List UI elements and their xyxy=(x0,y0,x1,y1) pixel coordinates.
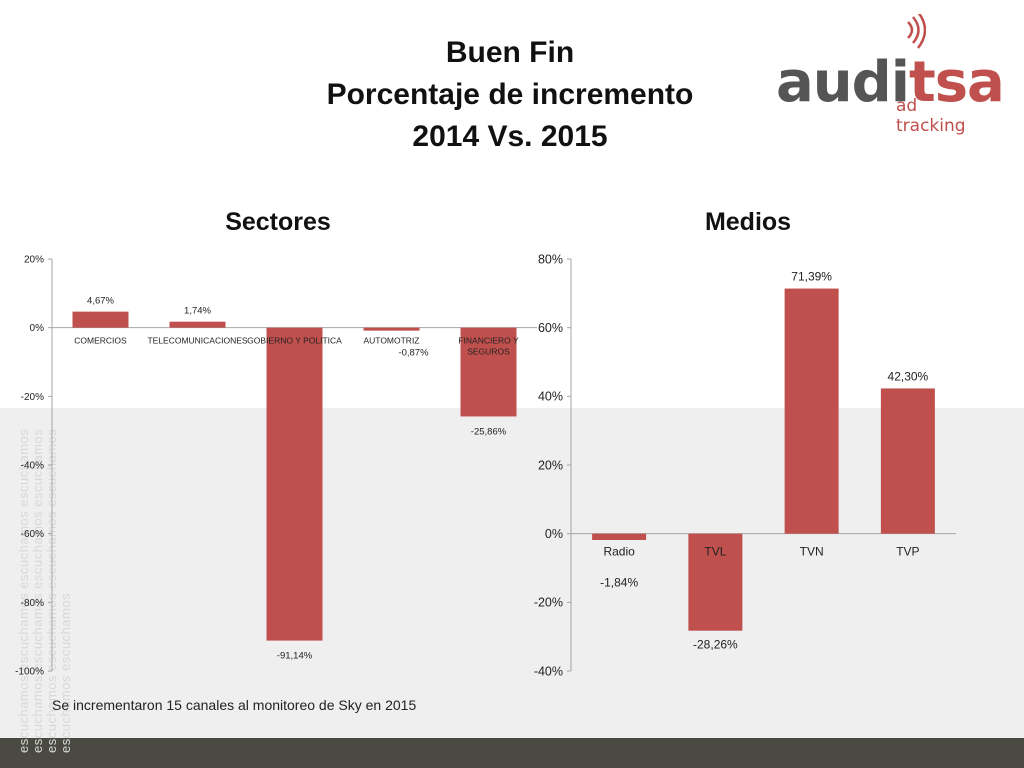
category-label: GOBIERNO Y POLITICA xyxy=(247,336,342,346)
logo-tagline: ad tracking xyxy=(896,96,966,136)
chart-title-sectores: Sectores xyxy=(225,208,331,236)
bar-3 xyxy=(784,288,839,534)
y-tick-label: -20% xyxy=(534,596,563,610)
category-label: COMERCIOS xyxy=(74,336,127,346)
y-tick-label: 20% xyxy=(538,458,563,472)
y-tick-label: 60% xyxy=(538,321,563,335)
category-label: FINANCIERO Y SEGUROS xyxy=(458,336,519,357)
data-label: -0,87% xyxy=(398,348,429,359)
bar-5 xyxy=(460,327,517,417)
logo-wordmark: auditsa xyxy=(776,50,1005,115)
y-tick-label: -80% xyxy=(21,598,44,609)
category-label: TVN xyxy=(800,545,824,559)
data-label: 1,74% xyxy=(184,306,211,317)
category-label: AUTOMOTRIZ xyxy=(363,336,419,346)
data-label: -28,26% xyxy=(693,638,738,652)
y-tick-label: -20% xyxy=(21,392,44,403)
chart-title-medios: Medios xyxy=(704,208,792,236)
bar-1 xyxy=(72,311,129,328)
bar-1 xyxy=(592,533,647,540)
category-label: TVL xyxy=(704,545,726,559)
y-tick-label: -100% xyxy=(15,667,44,678)
bar-2 xyxy=(688,533,743,631)
category-label: Radio xyxy=(603,545,635,559)
main-title-line-1: Buen Fin xyxy=(445,36,575,69)
data-label: 71,39% xyxy=(791,270,832,284)
data-label: 4,67% xyxy=(87,296,114,307)
main-title: Buen Fin Porcentaje de incremento 2014 V… xyxy=(260,32,760,158)
y-tick-label: -40% xyxy=(21,461,44,472)
footer-band xyxy=(0,738,1024,768)
auditsa-logo: auditsa ad tracking xyxy=(770,14,1005,136)
bar-2 xyxy=(169,321,226,328)
signal-waves-icon xyxy=(907,14,926,49)
y-tick-label: 40% xyxy=(538,390,563,404)
data-label: -1,84% xyxy=(600,576,638,590)
category-label: TELECOMUNICACIONES xyxy=(147,336,247,346)
y-tick-label: -40% xyxy=(534,664,563,678)
y-tick-label: 80% xyxy=(538,252,563,266)
data-label: -25,86% xyxy=(471,426,507,437)
main-title-line-3: 2014 Vs. 2015 xyxy=(412,120,608,153)
y-tick-label: -60% xyxy=(21,529,44,540)
data-label: -91,14% xyxy=(277,651,313,662)
bar-4 xyxy=(363,327,420,331)
bar-4 xyxy=(880,388,935,534)
bar-3 xyxy=(266,327,323,641)
y-tick-label: 0% xyxy=(30,323,45,334)
data-label: 42,30% xyxy=(888,369,929,383)
y-tick-label: 0% xyxy=(545,527,563,541)
y-tick-label: 20% xyxy=(24,255,44,266)
category-label: TVP xyxy=(896,545,919,559)
background-gray-band xyxy=(0,408,1024,738)
main-title-line-2: Porcentaje de incremento xyxy=(326,78,694,111)
footnote: Se incrementaron 15 canales al monitoreo… xyxy=(52,697,417,713)
